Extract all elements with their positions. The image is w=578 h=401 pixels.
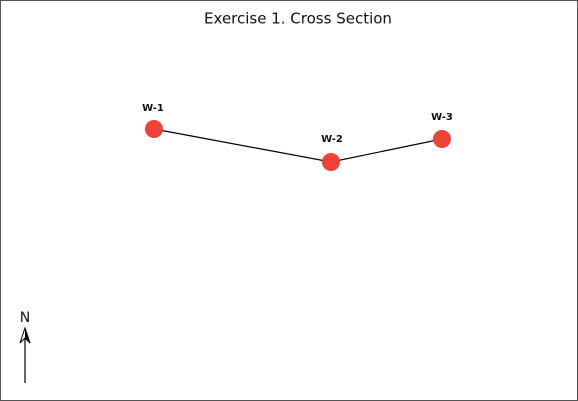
well-label: W-2 — [321, 134, 343, 145]
arrow-head-fill — [25, 328, 30, 343]
well — [145, 120, 163, 138]
well-label: W-1 — [142, 103, 164, 114]
north-label: N — [20, 310, 30, 326]
north-arrow: N — [19, 310, 31, 383]
well — [322, 153, 340, 171]
well — [433, 130, 451, 148]
well-label: W-3 — [431, 112, 453, 123]
title: Exercise 1. Cross Section — [204, 10, 392, 28]
